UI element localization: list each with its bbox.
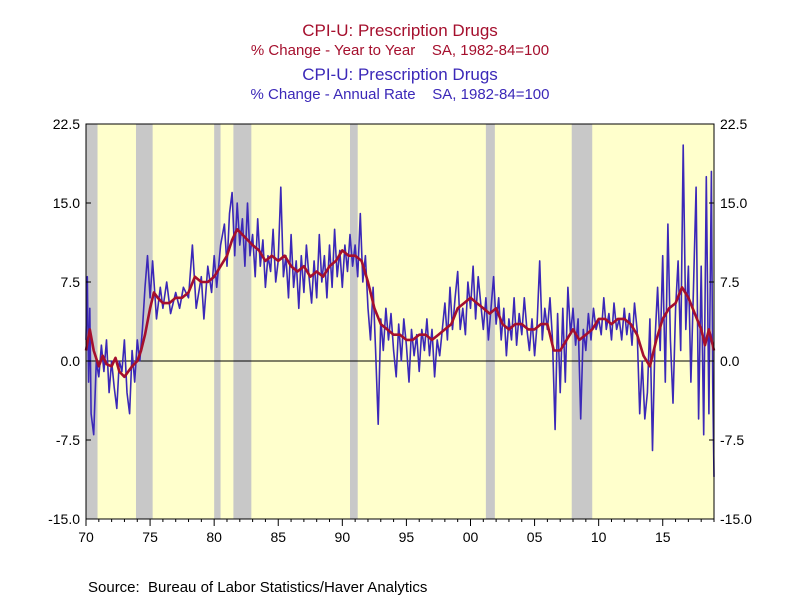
recession-band-1 — [135, 124, 153, 519]
series-layer — [84, 144, 716, 477]
chart-title-line-2: % Change - Year to Year SA, 1982-84=100 — [251, 42, 549, 59]
y-axis-left: 22.5 15.0 7.5 0.0 -7.5 -15.0 — [48, 116, 91, 527]
y-tick-label-right-3: 0.0 — [720, 353, 740, 369]
x-tick-label-2: 80 — [206, 529, 222, 545]
x-tick-label-7: 05 — [527, 529, 543, 545]
y-tick-label-left-1: 15.0 — [53, 195, 80, 211]
y-tick-label-left-5: -15.0 — [48, 511, 80, 527]
x-tick-label-4: 90 — [335, 529, 351, 545]
y-tick-label-left-3: 0.0 — [61, 353, 81, 369]
recession-band-2 — [214, 124, 221, 519]
series-line-yoy — [84, 228, 716, 379]
y-tick-label-left-4: -7.5 — [56, 432, 80, 448]
chart-title-line-3: CPI-U: Prescription Drugs — [302, 65, 498, 84]
y-tick-label-right-4: -7.5 — [720, 432, 744, 448]
recession-band-3 — [233, 124, 252, 519]
y-tick-label-right-0: 22.5 — [720, 116, 747, 132]
x-tick-label-3: 85 — [270, 529, 286, 545]
x-tick-label-0: 70 — [78, 529, 94, 545]
source-note: Source: Bureau of Labor Statistics/Haver… — [88, 579, 427, 596]
chart-title-line-1: CPI-U: Prescription Drugs — [302, 21, 498, 40]
x-tick-label-6: 00 — [463, 529, 479, 545]
x-tick-label-5: 95 — [399, 529, 415, 545]
y-tick-label-right-5: -15.0 — [720, 511, 752, 527]
y-tick-label-right-1: 15.0 — [720, 195, 747, 211]
y-axis-right: 22.5 15.0 7.5 0.0 -7.5 -15.0 — [709, 116, 752, 527]
plot-border — [85, 123, 715, 520]
y-tick-label-right-2: 7.5 — [720, 274, 740, 290]
recession-band-6 — [571, 124, 593, 519]
plot-frame — [85, 123, 715, 520]
x-tick-label-8: 10 — [591, 529, 607, 545]
x-tick-label-1: 75 — [142, 529, 158, 545]
recession-band-0 — [86, 124, 98, 519]
y-tick-label-left-2: 7.5 — [61, 274, 81, 290]
x-axis: 70 75 80 85 90 95 00 05 10 15 — [78, 519, 715, 545]
chart-title-line-4: % Change - Annual Rate SA, 1982-84=100 — [251, 86, 550, 103]
x-tick-label-9: 15 — [655, 529, 671, 545]
recession-band-4 — [350, 124, 358, 519]
y-tick-label-left-0: 22.5 — [53, 116, 80, 132]
